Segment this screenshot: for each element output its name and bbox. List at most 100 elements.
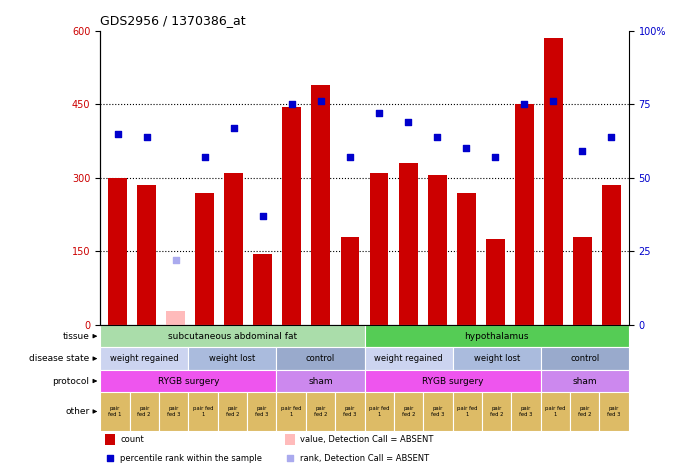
Bar <box>196 192 214 325</box>
Text: value, Detection Call = ABSENT: value, Detection Call = ABSENT <box>300 435 433 444</box>
Bar <box>100 347 188 370</box>
Bar <box>188 392 218 431</box>
Bar <box>394 392 423 431</box>
Text: pair
fed 2: pair fed 2 <box>138 406 151 417</box>
Point <box>112 130 123 137</box>
Bar <box>370 173 388 325</box>
Text: pair
fed 3: pair fed 3 <box>431 406 444 417</box>
Bar <box>399 163 417 325</box>
Text: pair
fed 2: pair fed 2 <box>225 406 239 417</box>
Text: rank, Detection Call = ABSENT: rank, Detection Call = ABSENT <box>300 454 429 463</box>
Text: pair fed
1: pair fed 1 <box>193 406 214 417</box>
Text: pair
fed 3: pair fed 3 <box>343 406 357 417</box>
Point <box>548 98 559 105</box>
Bar <box>570 392 599 431</box>
Bar <box>247 392 276 431</box>
Point <box>490 154 501 161</box>
Point <box>228 124 239 132</box>
Bar <box>486 239 504 325</box>
Text: control: control <box>570 354 599 363</box>
Bar <box>159 392 188 431</box>
Text: RYGB surgery: RYGB surgery <box>422 376 484 385</box>
Bar <box>167 311 185 325</box>
Text: pair
fed 2: pair fed 2 <box>314 406 328 417</box>
Bar <box>423 392 453 431</box>
Bar <box>540 392 570 431</box>
Text: weight regained: weight regained <box>110 354 178 363</box>
Text: hypothalamus: hypothalamus <box>464 332 529 341</box>
Text: pair
fed 3: pair fed 3 <box>520 406 533 417</box>
Text: pair fed
1: pair fed 1 <box>457 406 477 417</box>
Bar <box>341 237 359 325</box>
Text: subcutaneous abdominal fat: subcutaneous abdominal fat <box>168 332 297 341</box>
Text: pair
fed 3: pair fed 3 <box>607 406 621 417</box>
Bar <box>515 104 533 325</box>
Text: pair
fed 2: pair fed 2 <box>490 406 504 417</box>
Point <box>577 147 588 155</box>
Text: pair
fed 3: pair fed 3 <box>255 406 268 417</box>
Text: RYGB surgery: RYGB surgery <box>158 376 219 385</box>
Text: sham: sham <box>572 376 597 385</box>
Bar <box>285 434 295 445</box>
Bar <box>365 325 629 347</box>
Point <box>285 455 296 462</box>
Point <box>286 100 297 108</box>
Bar <box>218 392 247 431</box>
Text: pair
fed 2: pair fed 2 <box>401 406 415 417</box>
Text: pair
fed 1: pair fed 1 <box>108 406 122 417</box>
Point <box>461 145 472 152</box>
Bar <box>106 434 115 445</box>
Bar <box>100 325 365 347</box>
Point <box>432 133 443 140</box>
Bar <box>453 392 482 431</box>
Bar <box>188 347 276 370</box>
Point <box>170 256 181 264</box>
Bar <box>276 392 305 431</box>
Bar <box>254 254 272 325</box>
Bar <box>108 178 127 325</box>
Text: weight lost: weight lost <box>473 354 520 363</box>
Text: pair
fed 2: pair fed 2 <box>578 406 591 417</box>
Text: GDS2956 / 1370386_at: GDS2956 / 1370386_at <box>100 14 246 27</box>
Text: protocol: protocol <box>53 376 90 385</box>
Bar <box>573 237 591 325</box>
Bar <box>457 192 475 325</box>
Bar <box>312 85 330 325</box>
Bar <box>365 370 540 392</box>
Bar <box>453 347 540 370</box>
Text: pair fed
1: pair fed 1 <box>545 406 566 417</box>
Bar <box>365 347 453 370</box>
Text: tissue: tissue <box>63 332 90 341</box>
Bar <box>511 392 540 431</box>
Text: weight lost: weight lost <box>209 354 256 363</box>
Text: sham: sham <box>308 376 333 385</box>
Bar <box>305 392 335 431</box>
Bar <box>540 347 629 370</box>
Bar <box>276 370 364 392</box>
Text: count: count <box>120 435 144 444</box>
Text: percentile rank within the sample: percentile rank within the sample <box>120 454 263 463</box>
Text: pair fed
1: pair fed 1 <box>281 406 301 417</box>
Text: control: control <box>306 354 335 363</box>
Bar <box>129 392 159 431</box>
Text: pair fed
1: pair fed 1 <box>369 406 390 417</box>
Bar <box>100 370 276 392</box>
Bar <box>540 370 629 392</box>
Text: other: other <box>66 407 90 416</box>
Bar <box>225 173 243 325</box>
Point <box>199 154 210 161</box>
Point <box>344 154 355 161</box>
Point <box>105 455 116 462</box>
Bar <box>602 185 621 325</box>
Bar <box>276 347 364 370</box>
Bar <box>100 392 129 431</box>
Point <box>257 212 268 220</box>
Bar <box>428 175 446 325</box>
Point <box>403 118 414 126</box>
Point <box>606 133 617 140</box>
Point <box>519 100 530 108</box>
Bar <box>599 392 629 431</box>
Bar <box>138 185 156 325</box>
Text: pair
fed 3: pair fed 3 <box>167 406 180 417</box>
Bar <box>482 392 511 431</box>
